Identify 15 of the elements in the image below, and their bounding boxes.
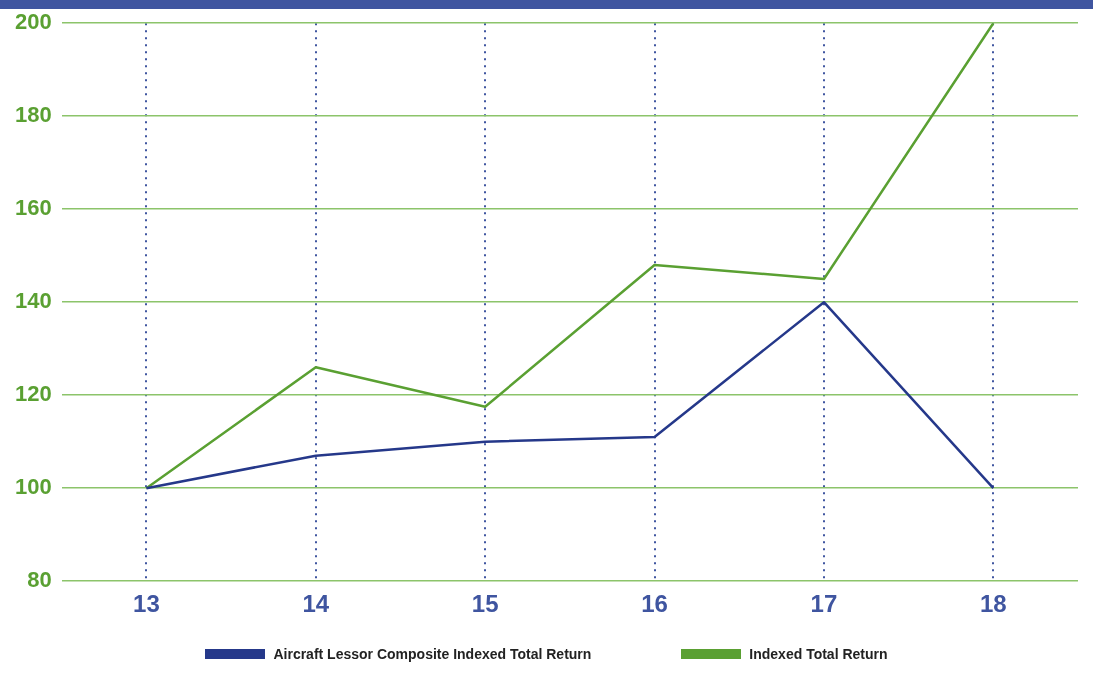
x-tick-label: 14 (302, 590, 330, 618)
y-tick-label: 180 (14, 102, 52, 128)
x-tick-label: 17 (810, 590, 838, 618)
x-tick-label: 13 (133, 590, 160, 618)
y-tick-label: 80 (27, 567, 52, 593)
x-tick-label: 18 (979, 590, 1007, 618)
y-tick-label: 160 (14, 195, 52, 221)
x-tick-label: 15 (471, 590, 499, 618)
y-tick-label: 120 (14, 381, 52, 407)
x-tick-label: 16 (641, 590, 668, 618)
legend-label: Indexed Total Return (749, 645, 888, 662)
y-tick-label: 100 (14, 474, 52, 500)
y-tick-label: 140 (14, 288, 52, 314)
y-tick-label: 200 (14, 9, 52, 35)
legend-label: Aircraft Lessor Composite Indexed Total Return (273, 645, 592, 662)
